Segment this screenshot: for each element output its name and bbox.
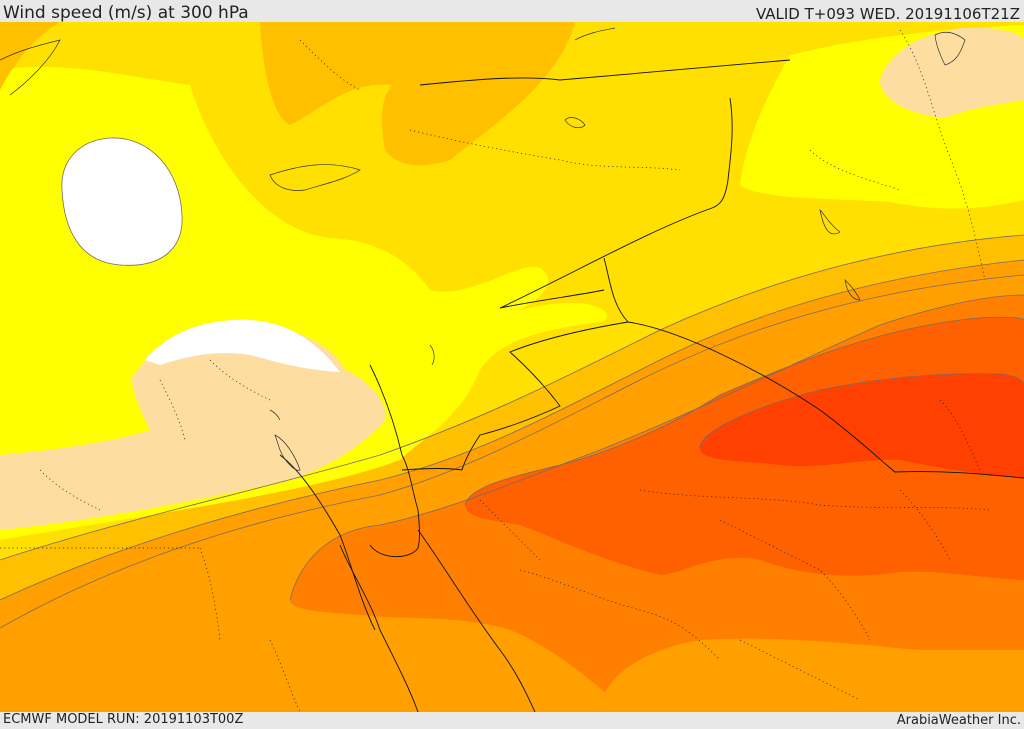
- model-run: ECMWF MODEL RUN: 20191103T00Z: [3, 712, 244, 727]
- wind-speed-map[interactable]: [0, 22, 1024, 712]
- light-area-northeast: [880, 27, 1024, 118]
- footer-bar: ECMWF MODEL RUN: 20191103T00Z ArabiaWeat…: [0, 712, 1024, 729]
- light-area-egypt: [0, 324, 386, 530]
- map-title: Wind speed (m/s) at 300 hPa: [3, 3, 249, 23]
- band-3-area-north: [260, 22, 575, 166]
- province-borders: [0, 29, 991, 712]
- contour-lines: [0, 137, 1024, 629]
- band-8-area: [700, 373, 1024, 478]
- credit-label: ArabiaWeather Inc.: [896, 713, 1021, 728]
- band-5-area-south: [600, 638, 1024, 712]
- coastlines: [0, 27, 966, 471]
- title-bar: Wind speed (m/s) at 300 hPa VALID T+093 …: [0, 0, 1024, 23]
- calm-area-coast: [145, 319, 340, 372]
- calm-area: [61, 137, 183, 266]
- valid-time: VALID T+093 WED. 20191106T21Z: [755, 5, 1020, 23]
- country-borders: [279, 59, 1024, 712]
- band-3-area-nw: [0, 22, 60, 90]
